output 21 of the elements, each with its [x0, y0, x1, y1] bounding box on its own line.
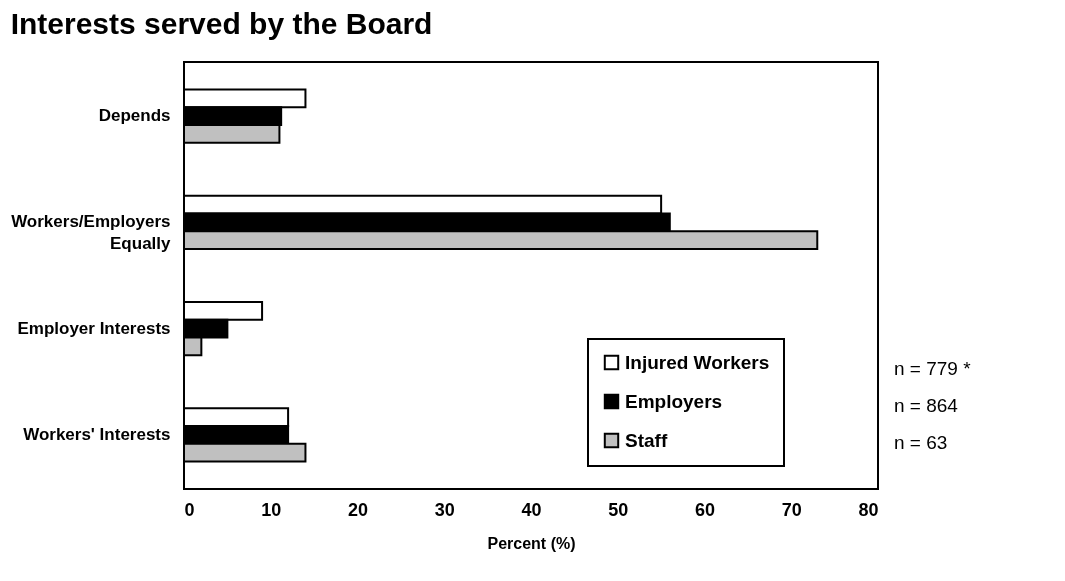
x-tick-label: 20 — [347, 499, 369, 520]
x-tick-label: 10 — [261, 499, 282, 520]
legend-label: Employers — [625, 390, 723, 412]
x-tick-label: 30 — [434, 499, 455, 520]
x-tick-label: 70 — [781, 499, 802, 520]
x-tick-label: 0 — [184, 499, 195, 520]
x-tick-label: 40 — [521, 499, 542, 520]
chart-title: Interests served by the Board — [10, 7, 433, 40]
text: n = 63 — [894, 432, 948, 453]
y-tick-label: Employer Interests — [17, 318, 171, 338]
text: n = 779 * — [894, 358, 972, 379]
x-tick-label: 80 — [858, 499, 879, 520]
x-axis-title: Percent (%) — [487, 534, 576, 552]
legend-label: Injured Workers — [625, 351, 770, 373]
y-tick-label: Depends — [98, 106, 171, 126]
x-tick-label: 60 — [694, 499, 716, 520]
text: n = 864 — [894, 395, 959, 416]
y-tick-label: Workers' Interests — [23, 424, 171, 444]
y-tick-label: Workers/Employers Equally — [11, 212, 172, 254]
legend-label: Staff — [625, 429, 668, 451]
x-tick-label: 50 — [608, 499, 629, 520]
